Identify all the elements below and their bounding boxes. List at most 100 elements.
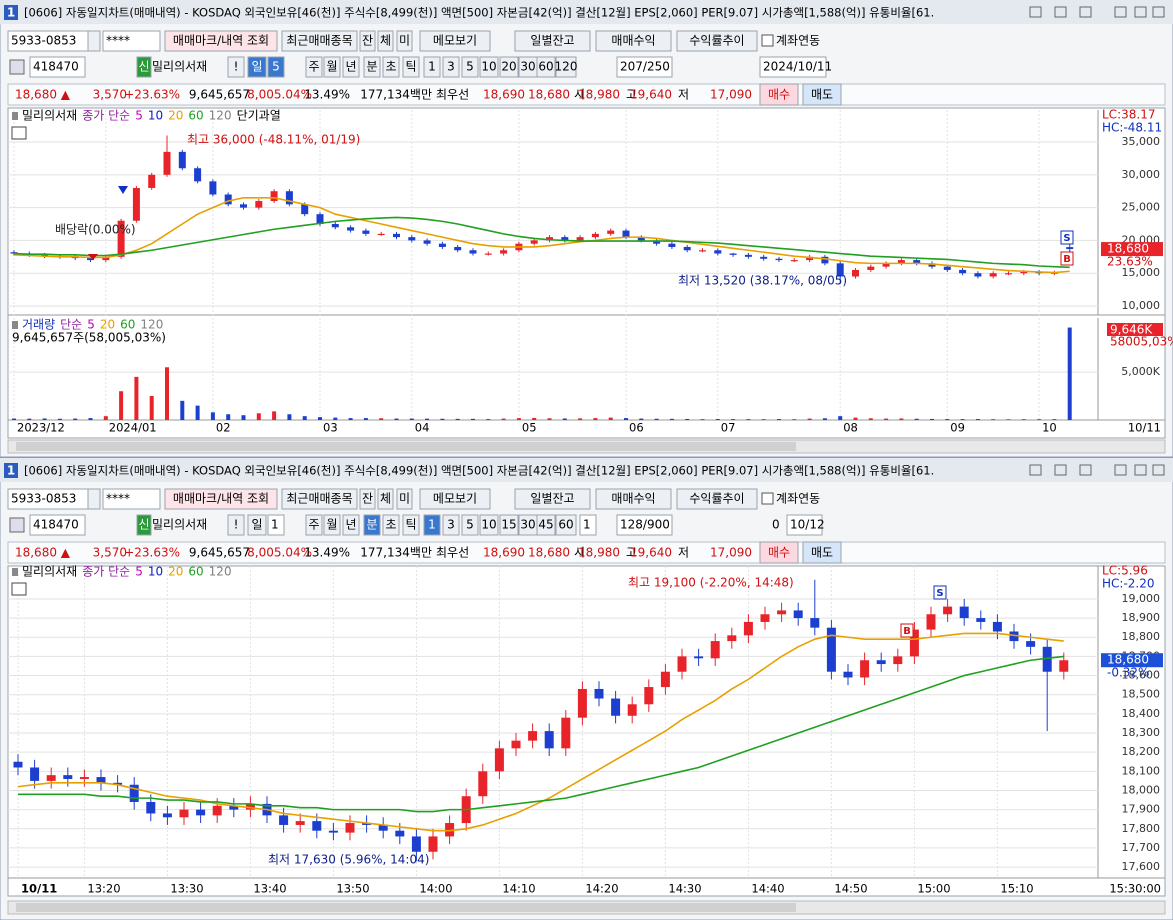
toolbar-text[interactable]: 잔 [362,492,373,506]
checkbox[interactable] [761,492,774,505]
toolbar-text[interactable]: 5933-0853 [11,34,76,48]
toolbar-box[interactable] [514,30,591,52]
toolbar-text[interactable]: 5 [466,518,474,532]
toolbar-text[interactable]: 매매수익 [611,34,655,48]
toolbar-box[interactable] [29,56,86,78]
tool-icon[interactable] [9,517,25,533]
toolbar-text[interactable]: 신 [138,60,149,74]
toolbar-box[interactable] [595,30,672,52]
toolbar-box[interactable] [579,514,597,536]
toolbar-box[interactable] [281,488,358,510]
toolbar-box[interactable] [461,514,479,536]
toolbar-box[interactable] [536,514,556,536]
dropdown[interactable] [87,30,101,52]
toolbar-text[interactable]: 일 [251,60,262,74]
toolbar-text[interactable]: 최근매매종목 [286,34,352,48]
toolbar-box[interactable] [29,514,86,536]
toolbar-box[interactable] [461,56,479,78]
toolbar-box[interactable] [419,30,491,52]
toolbar-text[interactable]: 1 [271,518,279,532]
toolbar-box[interactable] [267,514,285,536]
toolbar-text[interactable]: 주 [308,60,319,74]
order-button[interactable] [802,541,842,564]
window-button[interactable] [1152,6,1165,18]
toolbar-text[interactable]: 3 [447,60,455,74]
toolbar-text[interactable]: 주 [308,518,319,532]
toolbar-text[interactable]: 30 [520,518,535,532]
toolbar-box[interactable] [342,56,360,78]
toolbar-text[interactable]: 10 [481,60,496,74]
toolbar-text[interactable]: 60 [558,518,573,532]
toolbar-text[interactable]: 체 [380,34,391,48]
toolbar-box[interactable] [305,514,323,536]
toolbar-box[interactable] [102,488,161,510]
toolbar-text[interactable]: 10/12 [790,518,825,532]
tool-icon[interactable] [9,59,25,75]
toolbar-box[interactable] [323,514,341,536]
tool-icon[interactable] [11,126,27,140]
toolbar-box[interactable] [676,30,758,52]
toolbar-text[interactable]: **** [106,492,130,506]
toolbar-text[interactable]: 계좌연동 [776,492,820,506]
window-button[interactable] [1134,464,1147,476]
toolbar-box[interactable] [499,514,519,536]
toolbar-text[interactable]: 207/250 [620,60,670,74]
toolbar-text[interactable]: 최근매매종목 [286,492,352,506]
toolbar-text[interactable]: 잔 [362,34,373,48]
toolbar-text[interactable]: 일별잔고 [530,34,574,48]
toolbar-box[interactable] [267,56,285,78]
toolbar-box[interactable] [423,514,441,536]
toolbar-box[interactable] [442,514,460,536]
quote-text[interactable]: 매수 [768,546,790,560]
checkbox[interactable] [761,34,774,47]
toolbar-text[interactable]: 3 [447,518,455,532]
order-button[interactable] [759,541,799,564]
toolbar-text[interactable]: 일 [251,518,262,532]
window-button[interactable] [1029,6,1042,18]
order-button[interactable] [802,83,842,106]
toolbar-text[interactable]: 5 [466,60,474,74]
toolbar-text[interactable]: 30 [520,60,535,74]
toolbar-text[interactable]: 메모보기 [433,34,477,48]
toolbar-text[interactable]: 1 [583,518,591,532]
toolbar-box[interactable] [555,514,577,536]
toolbar-text[interactable]: 분 [366,60,377,74]
toolbar-box[interactable] [402,56,420,78]
window-button[interactable] [1152,464,1165,476]
toolbar-box[interactable] [281,30,358,52]
toolbar-box[interactable] [227,514,245,536]
toolbar-text[interactable]: 매매마크/내역 조회 [173,34,269,48]
toolbar-box[interactable] [396,488,413,510]
window-button[interactable] [1029,464,1042,476]
toolbar-box[interactable] [382,514,400,536]
window-button[interactable] [1079,6,1092,18]
toolbar-text[interactable]: 신 [138,518,149,532]
toolbar-text[interactable]: 분 [366,518,377,532]
toolbar-text[interactable]: 메모보기 [433,492,477,506]
dropdown[interactable] [87,488,101,510]
toolbar-box[interactable] [136,514,152,536]
toolbar-text[interactable]: 수익률추이 [689,492,744,506]
toolbar-box[interactable] [102,30,161,52]
toolbar-box[interactable] [499,56,519,78]
toolbar-text[interactable]: 45 [538,518,553,532]
toolbar-text[interactable]: 5 [272,60,280,74]
toolbar-box[interactable] [323,56,341,78]
window-button[interactable] [1114,464,1127,476]
quote-text[interactable]: 매수 [768,88,790,102]
toolbar-text[interactable]: 년 [345,60,356,74]
toolbar-text[interactable]: 초 [385,518,396,532]
toolbar-text[interactable]: 월 [326,518,337,532]
toolbar-text[interactable]: 년 [345,518,356,532]
toolbar-text[interactable]: 미 [399,492,410,506]
window-button[interactable] [1054,464,1067,476]
toolbar-text[interactable]: 1 [428,60,436,74]
toolbar-box[interactable] [359,30,376,52]
toolbar-box[interactable] [595,488,672,510]
toolbar-text[interactable]: 계좌연동 [776,34,820,48]
toolbar-box[interactable] [419,488,491,510]
toolbar-box[interactable] [479,56,499,78]
toolbar-text[interactable]: 5933-0853 [11,492,76,506]
toolbar-box[interactable] [759,56,827,78]
toolbar-text[interactable]: 수익률추이 [689,34,744,48]
